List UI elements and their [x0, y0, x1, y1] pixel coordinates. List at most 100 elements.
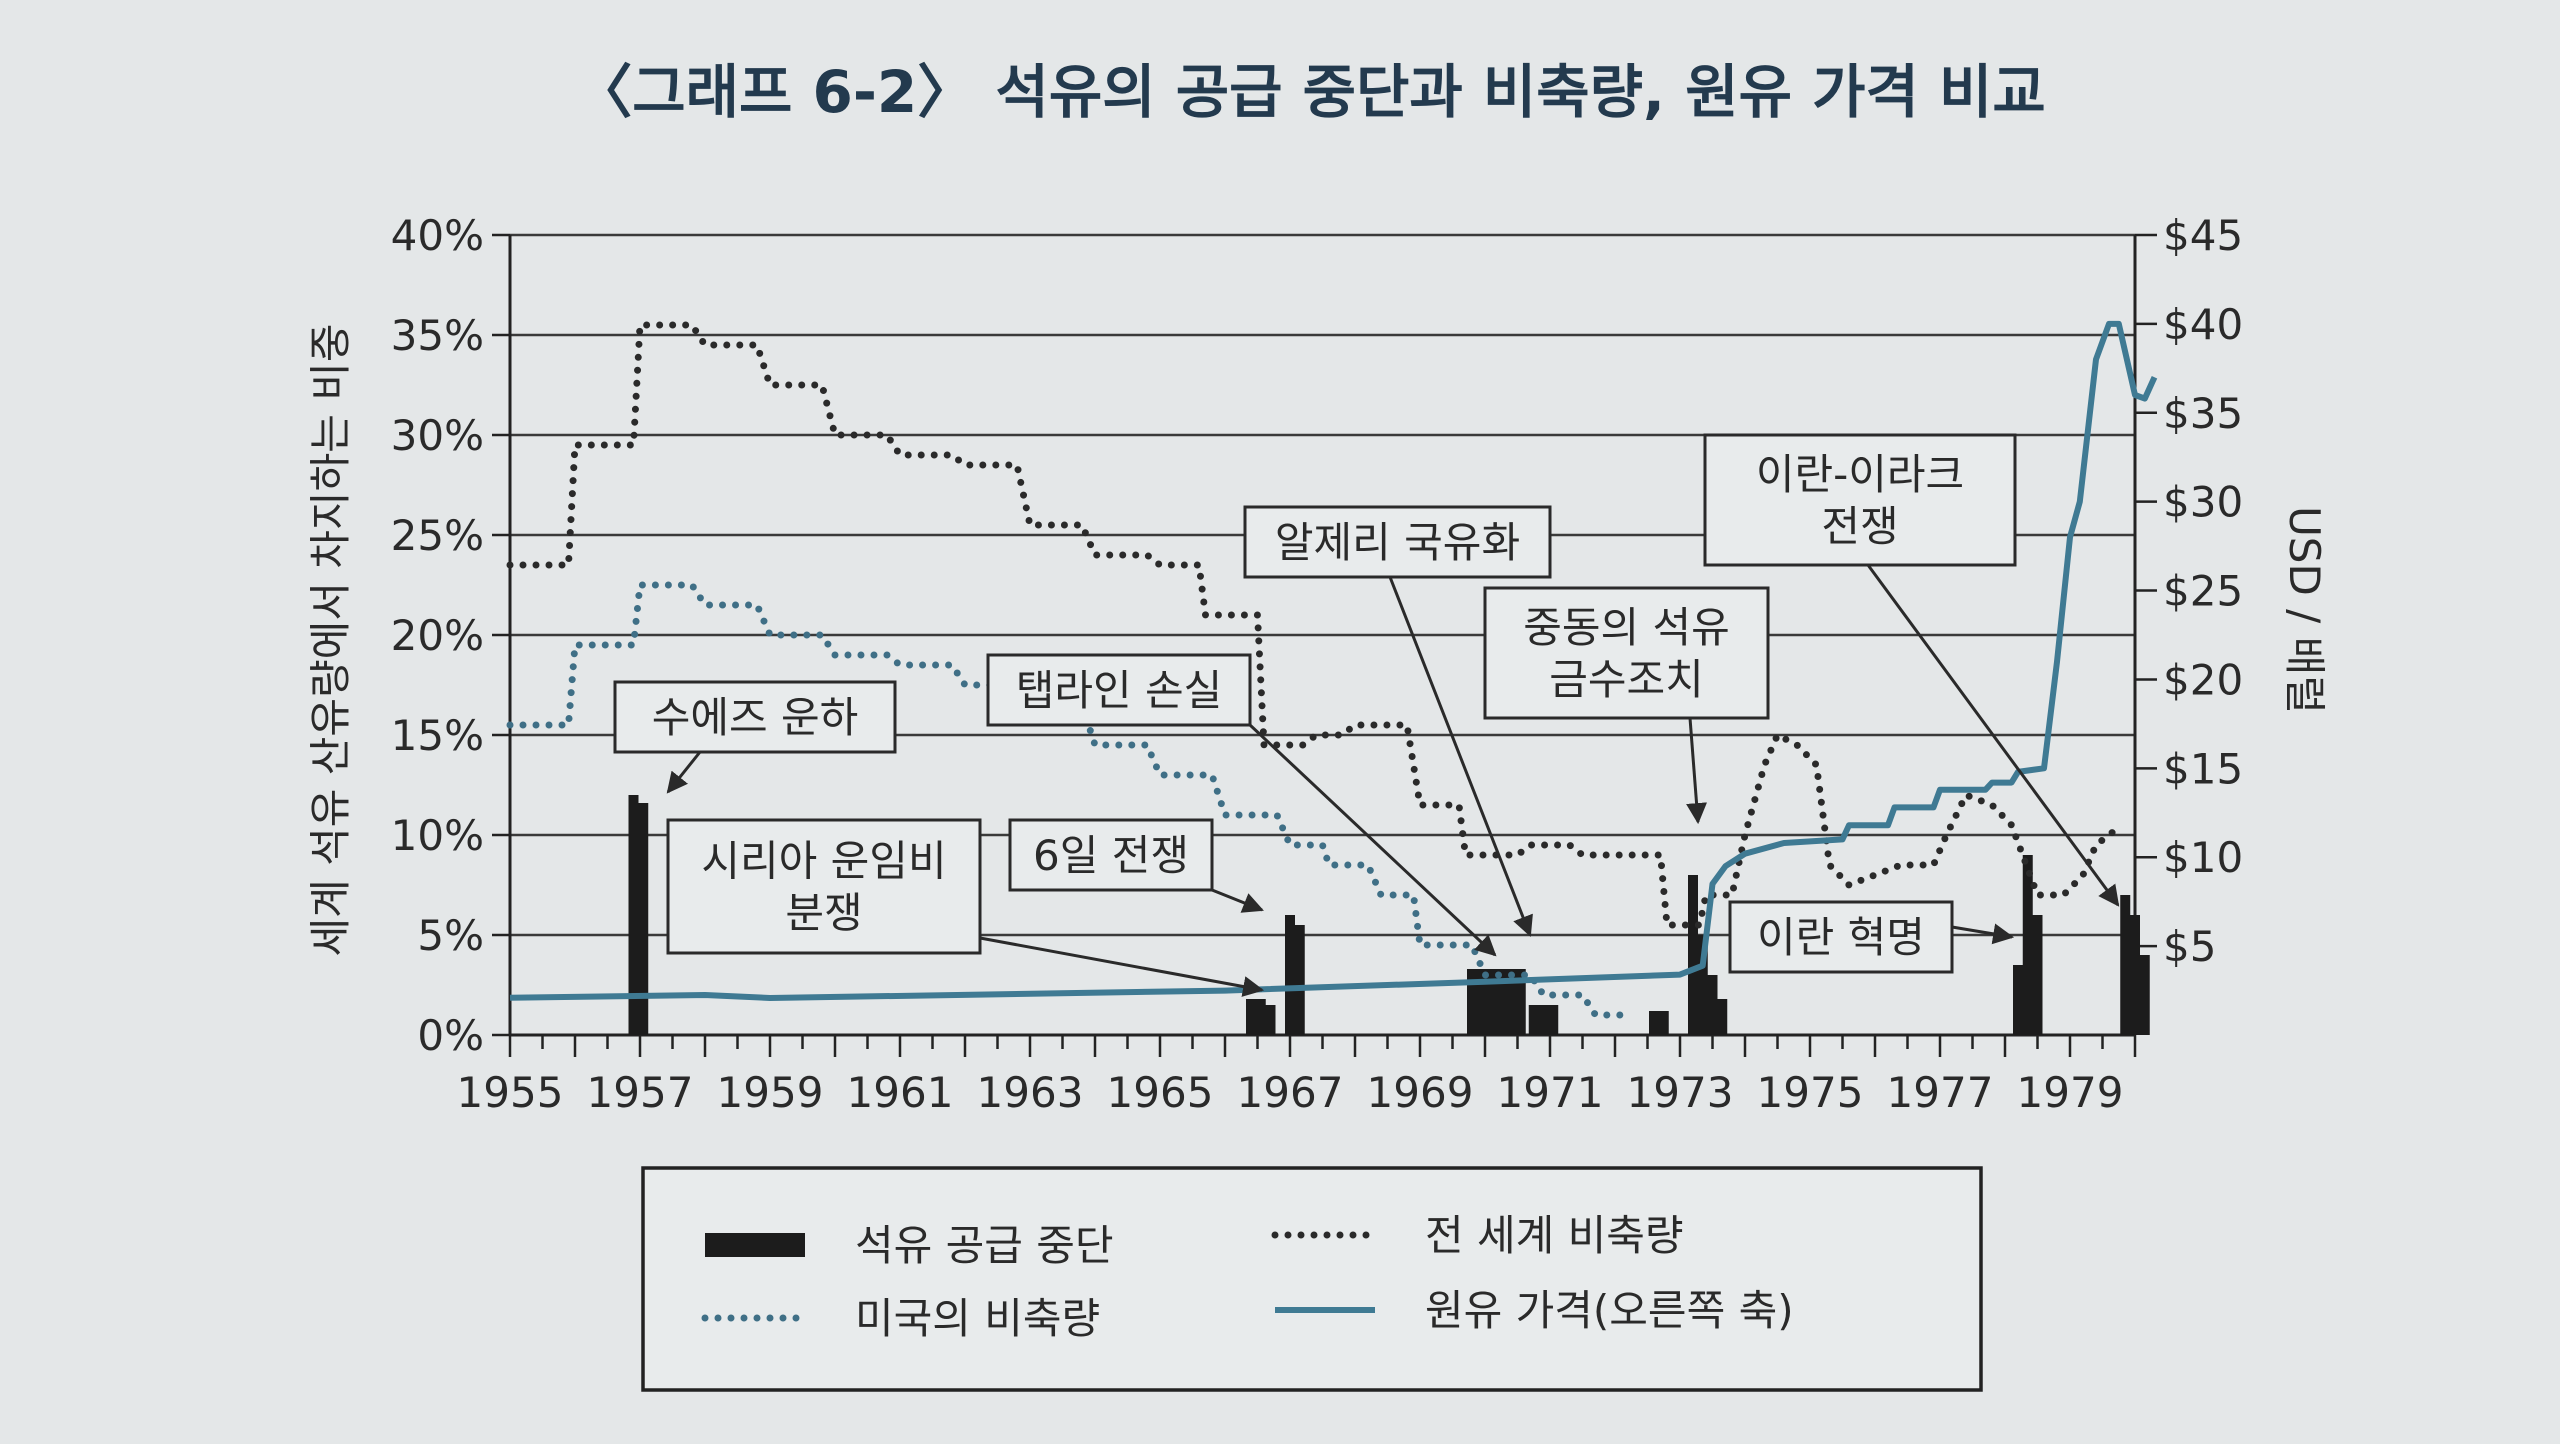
legend-label: 석유 공급 중단: [855, 1221, 1114, 1270]
annotation-box: [666, 818, 982, 955]
annotation-label: 시리아 운임비: [701, 837, 946, 886]
annotation-arrow: [1388, 576, 1533, 937]
disruption-bar: [1506, 969, 1516, 1035]
annotation-box: [1703, 433, 2017, 567]
legend-item: 미국의 비축량: [701, 1294, 1100, 1343]
disruption-bar: [1486, 969, 1497, 1035]
legend-label: 원유 가격(오른쪽 축): [1425, 1286, 1794, 1335]
y-left-tick-label: 10%: [391, 811, 484, 860]
x-tick-label: 1971: [1497, 1068, 1604, 1117]
y-right-tick-label: $40: [2163, 300, 2243, 349]
y-left-tick-label: 20%: [391, 611, 484, 660]
legend-item: 전 세계 비축량: [1271, 1211, 1684, 1260]
y-right-tick-label: $35: [2163, 389, 2243, 438]
y-left-tick-label: 40%: [391, 211, 484, 260]
annotation-sixday: 6일 전쟁: [1008, 818, 1214, 892]
annotation-box: [613, 680, 897, 754]
disruption-bar: [2022, 855, 2033, 1035]
y-right-tick-label: $25: [2163, 567, 2243, 616]
y-axis-right-label: USD / 배럴: [2280, 506, 2329, 714]
annotation-arrow: [666, 751, 702, 794]
legend-box: [641, 1166, 1983, 1392]
disruption-bar: [1515, 969, 1526, 1035]
y-left-tick-label: 35%: [391, 311, 484, 360]
x-tick-label: 1969: [1367, 1068, 1474, 1117]
disruption-bar: [1538, 1005, 1549, 1035]
disruption-bar: [1649, 1011, 1659, 1035]
annotation-box: [1243, 505, 1552, 579]
legend-swatch-bar: [705, 1233, 805, 1257]
annotation-arrow: [1951, 923, 2015, 945]
annotation-label: 중동의 석유: [1523, 603, 1730, 652]
series-lines: [506, 320, 2158, 1019]
disruption-bar: [628, 795, 639, 1035]
disruption-bar: [638, 803, 649, 1035]
legend-item: 석유 공급 중단: [705, 1221, 1114, 1270]
y-right-tick-label: $5: [2163, 922, 2216, 971]
disruption-bar: [1707, 975, 1718, 1035]
disruption-bar: [1697, 935, 1708, 1035]
disruption-bar: [1688, 875, 1698, 1035]
x-tick-label: 1957: [587, 1068, 694, 1117]
legend-label: 미국의 비축량: [855, 1294, 1100, 1343]
disruption-bar: [1717, 999, 1728, 1035]
legend-label: 전 세계 비축량: [1425, 1211, 1684, 1260]
x-tick-label: 1977: [1887, 1068, 1994, 1117]
legend-item: 원유 가격(오른쪽 축): [1275, 1286, 1794, 1335]
disruption-bar: [2120, 895, 2131, 1035]
x-tick-label: 1963: [977, 1068, 1084, 1117]
annotation-label: 이란-이라크: [1756, 450, 1964, 499]
annotation-box: [986, 653, 1252, 727]
x-tick-label: 1975: [1757, 1068, 1864, 1117]
tick-labels: 1955 1957 1959 1961 1963 1965 1967 1969 1971 1973…: [391, 211, 2244, 1117]
x-tick-label: 1965: [1107, 1068, 1214, 1117]
disruption-bar: [1246, 999, 1256, 1035]
annotation-label: 분쟁: [785, 889, 862, 938]
y-left-tick-label: 30%: [391, 411, 484, 460]
disruption-bar: [1528, 1005, 1539, 1035]
y-right-tick-label: $10: [2163, 833, 2243, 882]
annotation-suez: 수에즈 운하: [613, 680, 897, 754]
disruption-bar: [1658, 1011, 1669, 1035]
y-right-tick-label: $30: [2163, 478, 2243, 527]
x-tick-label: 1959: [717, 1068, 824, 1117]
disruption-bar: [2032, 915, 2043, 1035]
annotation-label: 알제리 국유화: [1275, 518, 1520, 567]
disruption-bar: [1285, 915, 1295, 1035]
annotation-arrow: [979, 936, 1265, 997]
annotation-arrow: [1211, 888, 1264, 913]
annotation-box: [1728, 900, 1954, 974]
disruption-bar: [1294, 925, 1305, 1035]
y-left-tick-label: 25%: [391, 511, 484, 560]
disruption-bar: [2013, 965, 2023, 1035]
x-tick-label: 1967: [1237, 1068, 1344, 1117]
disruption-bar: [1496, 969, 1507, 1035]
y-right-tick-label: $45: [2163, 211, 2243, 260]
disruption-bar: [2139, 955, 2150, 1035]
x-tick-label: 1973: [1627, 1068, 1734, 1117]
annotation-box: [1008, 818, 1214, 892]
disruption-bar: [1476, 969, 1487, 1035]
y-left-tick-label: 15%: [391, 711, 484, 760]
disruption-bar: [1467, 969, 1477, 1035]
supply-disruption-bars: [628, 795, 2150, 1035]
y-right-tick-label: $15: [2163, 744, 2243, 793]
annotation-label: 수에즈 운하: [652, 693, 859, 742]
annotation-label: 금수조치: [1549, 655, 1704, 704]
disruption-bar: [1255, 999, 1266, 1035]
disruption-bar: [2130, 915, 2140, 1035]
annotation-label: 탭라인 손실: [1016, 666, 1223, 715]
annotation-algeria: 알제리 국유화: [1243, 505, 1552, 579]
annotation-arrow: [1686, 717, 1708, 825]
disruption-bar: [1265, 1005, 1276, 1035]
chart-title: 〈그래프 6-2〉 석유의 공급 중단과 비축량, 원유 가격 비교: [574, 58, 2046, 126]
x-tick-label: 1979: [2017, 1068, 2124, 1117]
y-right-tick-label: $20: [2163, 655, 2243, 704]
us-inventory-line: [506, 581, 1632, 1019]
oil-price-line: [509, 320, 2158, 1001]
annotation-arrow: [1866, 564, 2120, 907]
